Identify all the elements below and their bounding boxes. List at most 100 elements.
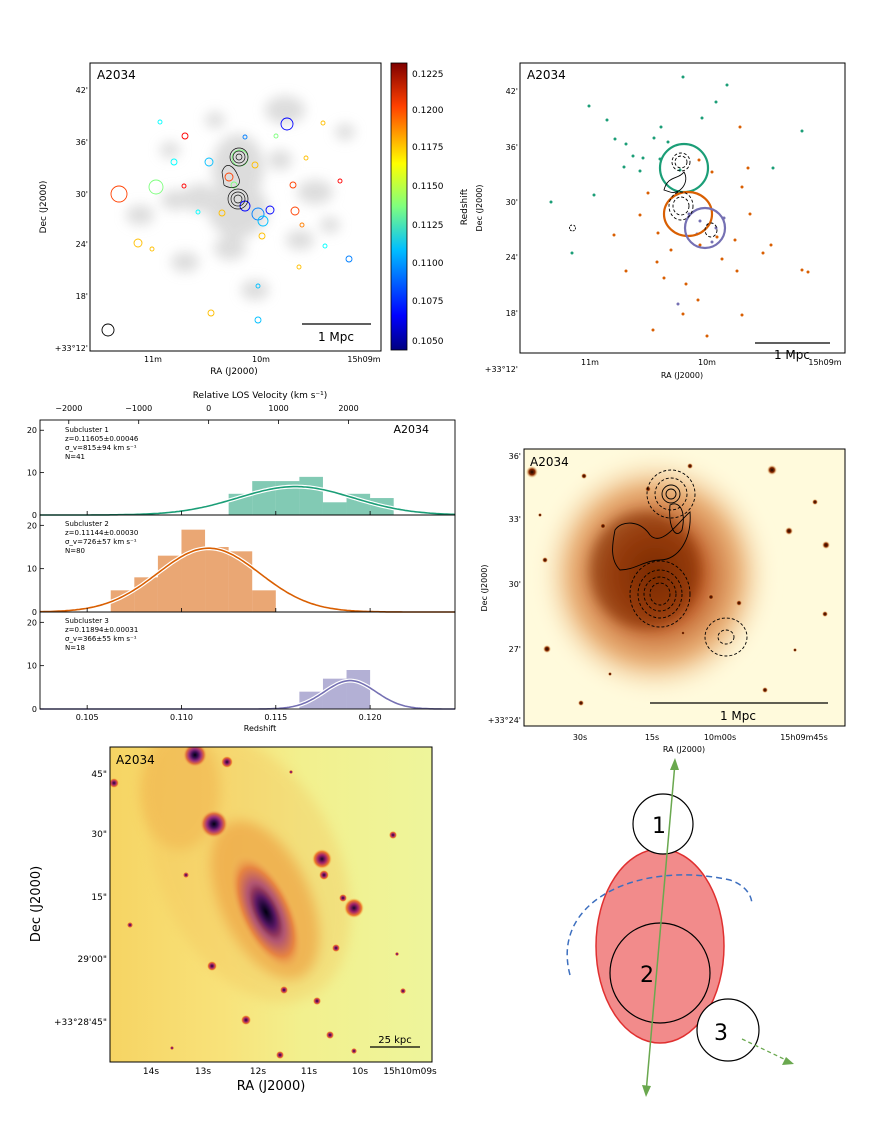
- panel-a-colorbar-ticks: 0.1225 0.1200 0.1175 0.1150 0.1125 0.110…: [412, 70, 444, 347]
- panel-b-ytick: 18': [506, 309, 518, 318]
- panel-b-ytick: +33°12': [485, 365, 518, 374]
- y-tick-label: 10: [27, 662, 37, 671]
- sub3-annotation: Subcluster 3 z=0.11894±0.00031 σ_v=366±5…: [65, 617, 138, 652]
- panel-c-xlabel: Redshift: [244, 724, 276, 733]
- sub2-ellipse: [662, 190, 714, 238]
- hist-bar: [275, 481, 300, 515]
- sub3-name: Subcluster 3: [65, 617, 109, 625]
- panel-d-frame: [523, 448, 846, 727]
- shock-front-arc: [566, 874, 753, 976]
- panel-d-label: A2034: [530, 455, 569, 469]
- top-tick-label: −2000: [55, 404, 82, 413]
- panel-e-yticks: 45" 30" 15" 29'00" +33°28'45": [54, 770, 107, 1028]
- gaussian-fit-halo: [40, 678, 455, 711]
- panel-a-yticks: 42' 36' 30' 24' 18' +33°12': [55, 86, 88, 353]
- sub3-z: z=0.11894±0.00031: [65, 626, 138, 634]
- label-1: 1: [652, 814, 666, 839]
- subcluster-1-circle: [632, 793, 694, 855]
- cbar-tick: 0.1175: [412, 143, 444, 153]
- panel-d-xray-image: [524, 449, 845, 726]
- panel-d-ytick: 30': [509, 580, 521, 589]
- sub2-z: z=0.11144±0.00030: [65, 529, 138, 537]
- hist-panel-frame: [39, 611, 456, 710]
- cbar-tick: 0.1225: [412, 70, 444, 80]
- panel-a-ytick: 18': [76, 292, 88, 301]
- gaussian-fit: [40, 679, 455, 710]
- top-axis-label: Relative LOS Velocity (km s⁻¹): [193, 391, 328, 401]
- hist-bar: [346, 670, 371, 709]
- panel-b-ytick: 42': [506, 87, 518, 96]
- y-tick-label: 10: [27, 469, 37, 478]
- cbar-tick: 0.1050: [412, 337, 444, 347]
- panel-e: A2034 25 kpc 45" 30" 15" 29'00" +33°28'4…: [29, 746, 437, 1094]
- panel-b-yticks: 42' 36' 30' 24' 18' +33°12': [485, 87, 518, 374]
- panel-a-colorbar: [390, 62, 408, 351]
- hist-bar: [252, 590, 276, 612]
- cbar-tick: 0.1100: [412, 259, 444, 269]
- sub3-sigma: σ_v=366±55 km s⁻¹: [65, 635, 137, 643]
- label-3: 3: [714, 1021, 728, 1046]
- panel-a-label: A2034: [97, 68, 136, 82]
- label-2: 2: [640, 963, 654, 988]
- hist-bar: [322, 502, 347, 515]
- panel-b-label: A2034: [527, 68, 566, 82]
- panel-a-ytick: 42': [76, 86, 88, 95]
- panel-a-ytick: 24': [76, 240, 88, 249]
- sub3-n: N=18: [65, 644, 85, 652]
- panel-b-ylabel: Dec (J2000): [475, 185, 484, 232]
- panel-e-ytick: 30": [91, 830, 107, 840]
- y-tick-label: 10: [27, 565, 37, 574]
- panel-d-xtick: 15h09m45s: [780, 733, 828, 742]
- arrow-head-up: [670, 758, 679, 770]
- panel-d-xtick: 15s: [645, 733, 659, 742]
- panel-e-ytick: +33°28'45": [54, 1018, 107, 1028]
- panel-e-xtick: 12s: [250, 1067, 266, 1077]
- panel-e-ytick: 15": [91, 893, 107, 903]
- cbar-tick: 0.1075: [412, 297, 444, 307]
- panel-a: A2034 1 Mpc 42' 36' 30' 24' 18' +33°12' …: [39, 62, 470, 377]
- panel-b-galaxies: [549, 75, 810, 338]
- panel-b-xtick: 10m: [698, 358, 716, 367]
- panel-d-ytick: +33°24': [488, 716, 521, 725]
- panel-a-ytick: 36': [76, 138, 88, 147]
- panel-a-xtick: 15h09m: [347, 355, 380, 364]
- panel-e-xlabel: RA (J2000): [237, 1079, 306, 1094]
- colorbar-label: Redshift: [460, 188, 470, 225]
- panel-b-scale-bar: 1 Mpc: [774, 348, 810, 362]
- subcluster-3-motion-arrow: [741, 1038, 789, 1062]
- top-tick-label: 2000: [338, 404, 358, 413]
- merger-axis-arrow: [645, 762, 676, 1094]
- hist-bar: [205, 547, 229, 612]
- panel-a-xlabel: RA (J2000): [210, 367, 258, 377]
- panel-a-xtick: 11m: [144, 355, 162, 364]
- x-tick-label: 0.115: [264, 713, 287, 722]
- hist-bar: [322, 678, 347, 709]
- sub1-n: N=41: [65, 453, 85, 461]
- panel-e-frame: [109, 746, 433, 1063]
- arrow-head-down: [642, 1085, 651, 1097]
- sub2-sigma: σ_v=726±57 km s⁻¹: [65, 538, 137, 546]
- sub1-z: z=0.11605±0.00046: [65, 435, 139, 443]
- y-tick-label: 20: [27, 521, 37, 530]
- sub1-sigma: σ_v=815±94 km s⁻¹: [65, 444, 137, 452]
- cbar-tick: 0.1125: [412, 221, 444, 231]
- panel-d-xlabel: RA (J2000): [663, 745, 705, 754]
- panel-c: Relative LOS Velocity (km s⁻¹) −2000 −100…: [27, 391, 456, 733]
- panel-d-xtick: 10m00s: [704, 733, 736, 742]
- cbar-tick: 0.1150: [412, 182, 444, 192]
- hist-bar: [181, 529, 206, 612]
- panel-d-xtick: 30s: [573, 733, 587, 742]
- panel-b-ytick: 36': [506, 143, 518, 152]
- y-tick-label: 20: [27, 426, 37, 435]
- panel-d-ytick: 27': [509, 645, 521, 654]
- subcluster-3-circle: [696, 998, 760, 1062]
- panel-b-xlabel: RA (J2000): [661, 371, 703, 380]
- panel-f: 1 2 3: [566, 758, 794, 1097]
- panel-a-xticks: 11m 10m 15h09m: [144, 355, 381, 364]
- panel-b-xticks: 11m 10m 15h09m: [581, 358, 842, 367]
- panel-e-label: A2034: [116, 753, 155, 767]
- panel-e-ytick: 45": [91, 770, 107, 780]
- x-tick-label: 0.105: [76, 713, 99, 722]
- panel-e-optical-image: [110, 747, 432, 1062]
